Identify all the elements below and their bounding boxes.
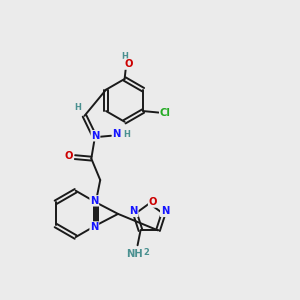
Text: N: N bbox=[90, 196, 98, 206]
Text: H: H bbox=[122, 52, 128, 61]
Text: O: O bbox=[124, 59, 133, 69]
Text: Cl: Cl bbox=[160, 108, 171, 118]
Text: H: H bbox=[74, 103, 81, 112]
Text: N: N bbox=[91, 131, 100, 141]
Text: O: O bbox=[148, 197, 157, 207]
Text: NH: NH bbox=[126, 249, 143, 259]
Text: N: N bbox=[130, 206, 138, 216]
Text: N: N bbox=[112, 129, 121, 139]
Text: N: N bbox=[90, 222, 98, 232]
Text: O: O bbox=[65, 151, 73, 160]
Text: N: N bbox=[161, 206, 169, 216]
Text: H: H bbox=[124, 130, 130, 139]
Text: 2: 2 bbox=[143, 248, 149, 257]
